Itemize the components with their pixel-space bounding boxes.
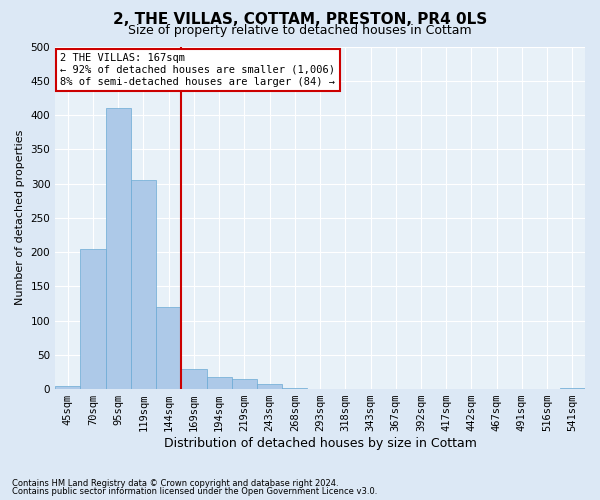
Bar: [80, 248, 106, 389]
Bar: [156, 307, 181, 389]
Bar: [106, 108, 131, 389]
X-axis label: Distribution of detached houses by size in Cottam: Distribution of detached houses by size …: [164, 437, 476, 450]
Text: Contains public sector information licensed under the Open Government Licence v3: Contains public sector information licen…: [12, 487, 377, 496]
Text: 2, THE VILLAS, COTTAM, PRESTON, PR4 0LS: 2, THE VILLAS, COTTAM, PRESTON, PR4 0LS: [113, 12, 487, 28]
Bar: [55, 386, 80, 389]
Text: Size of property relative to detached houses in Cottam: Size of property relative to detached ho…: [128, 24, 472, 37]
Text: 2 THE VILLAS: 167sqm
← 92% of detached houses are smaller (1,006)
8% of semi-det: 2 THE VILLAS: 167sqm ← 92% of detached h…: [61, 54, 335, 86]
Bar: [181, 368, 206, 389]
Bar: [560, 388, 585, 389]
Bar: [232, 379, 257, 389]
Bar: [257, 384, 282, 389]
Text: Contains HM Land Registry data © Crown copyright and database right 2024.: Contains HM Land Registry data © Crown c…: [12, 478, 338, 488]
Bar: [206, 377, 232, 389]
Y-axis label: Number of detached properties: Number of detached properties: [15, 130, 25, 306]
Bar: [282, 388, 307, 389]
Bar: [131, 180, 156, 389]
